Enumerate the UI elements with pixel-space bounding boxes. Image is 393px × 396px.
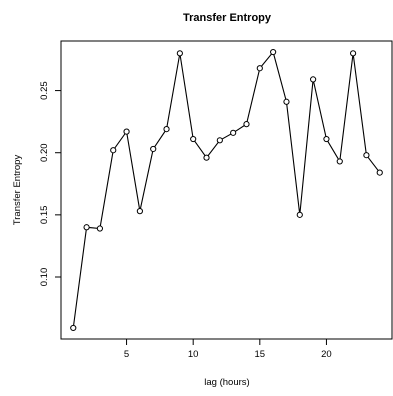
data-point xyxy=(363,152,370,159)
data-point xyxy=(243,121,250,128)
series-line xyxy=(72,50,381,329)
data-point xyxy=(283,98,290,105)
data-point xyxy=(349,50,357,57)
data-point xyxy=(150,145,157,153)
y-tick-label: 0.15 xyxy=(39,206,50,225)
plot-frame xyxy=(60,40,393,340)
data-point xyxy=(256,65,263,72)
data-point xyxy=(310,76,317,83)
y-tick-label: 0.10 xyxy=(39,268,50,287)
x-tick-label: 15 xyxy=(255,349,266,360)
data-point xyxy=(96,225,104,232)
data-point xyxy=(296,211,303,218)
data-point xyxy=(110,147,117,154)
data-point xyxy=(216,137,223,144)
data-point xyxy=(190,135,197,143)
x-tick-label: 5 xyxy=(124,349,129,360)
data-point xyxy=(323,135,330,143)
data-point xyxy=(230,129,237,136)
x-axis: 5 10 15 20 xyxy=(124,339,332,360)
data-point xyxy=(163,126,170,133)
y-axis-label: Transfer Entropy xyxy=(12,155,23,226)
data-point xyxy=(136,208,143,215)
x-tick-label: 10 xyxy=(188,349,199,360)
data-point xyxy=(176,50,183,57)
data-point xyxy=(336,158,343,165)
data-point xyxy=(270,48,277,56)
data-point xyxy=(376,169,383,176)
chart-title: Transfer Entropy xyxy=(183,12,272,24)
x-axis-label: lag (hours) xyxy=(204,377,249,388)
data-point xyxy=(203,154,210,161)
data-point xyxy=(123,128,130,135)
data-point xyxy=(70,324,77,332)
data-point xyxy=(83,224,90,231)
y-tick-label: 0.25 xyxy=(39,81,50,100)
y-axis: 0.10 0.15 0.20 0.25 xyxy=(39,81,61,286)
y-tick-label: 0.20 xyxy=(39,143,50,162)
data-points xyxy=(70,48,383,332)
x-tick-label: 20 xyxy=(321,349,332,360)
